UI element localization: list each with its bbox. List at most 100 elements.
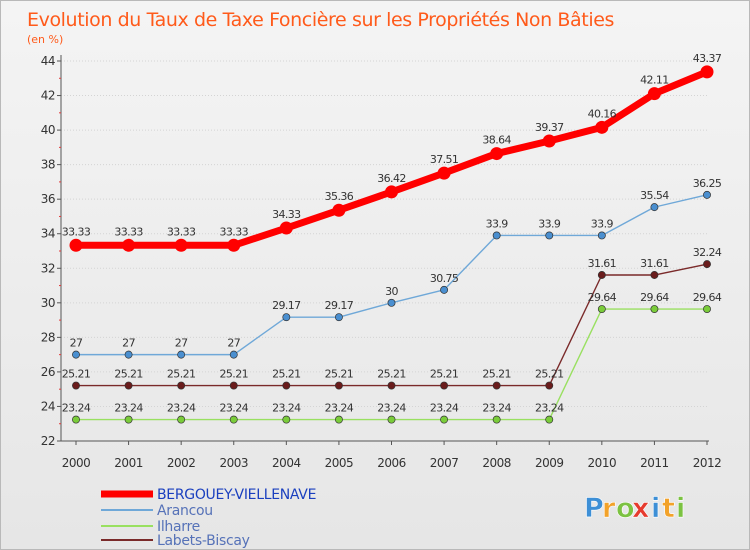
data-label: 35.54 bbox=[640, 189, 669, 202]
x-tick-label: 2001 bbox=[114, 456, 143, 470]
y-tick-label: 44 bbox=[41, 54, 55, 68]
data-label: 29.17 bbox=[272, 299, 301, 312]
data-label: 34.33 bbox=[272, 208, 301, 221]
data-point bbox=[700, 65, 714, 79]
data-point bbox=[174, 238, 188, 252]
y-ticks: 22 24 26 28 30 32 34 36 38 40 42 44 bbox=[41, 54, 61, 448]
data-label: 33.9 bbox=[538, 217, 561, 230]
data-label: 25.21 bbox=[114, 368, 143, 381]
y-tick-label: 38 bbox=[41, 158, 55, 172]
data-label: 23.24 bbox=[377, 402, 406, 415]
data-point bbox=[282, 381, 291, 390]
legend: BERGOUEY-VIELLENAVEArancouIlharreLabets-… bbox=[101, 487, 316, 549]
x-tick-label: 2009 bbox=[535, 456, 564, 470]
data-point bbox=[597, 271, 606, 279]
data-label: 33.33 bbox=[220, 225, 249, 238]
x-tick-label: 2004 bbox=[272, 456, 301, 470]
data-point bbox=[334, 381, 343, 390]
data-label: 27 bbox=[70, 337, 83, 350]
data-label: 27 bbox=[175, 337, 188, 350]
data-point bbox=[597, 305, 606, 313]
legend-label: Labets-Biscay bbox=[157, 533, 250, 549]
y-unit-label: (en %) bbox=[27, 33, 63, 46]
x-tick-label: 2012 bbox=[693, 456, 722, 470]
data-point bbox=[387, 381, 396, 390]
data-label: 31.61 bbox=[640, 257, 669, 270]
data-point bbox=[387, 415, 396, 424]
data-point bbox=[72, 381, 80, 390]
data-label: 29.64 bbox=[693, 291, 722, 304]
legend-label: Arancou bbox=[157, 503, 213, 519]
data-label: 25.21 bbox=[482, 368, 511, 381]
data-point bbox=[334, 415, 343, 424]
data-point bbox=[282, 415, 291, 424]
y-tick-label: 28 bbox=[41, 330, 55, 344]
data-point bbox=[124, 350, 133, 359]
legend-label: BERGOUEY-VIELLENAVE bbox=[157, 487, 316, 503]
data-label: 23.24 bbox=[430, 402, 459, 415]
data-point bbox=[334, 313, 343, 322]
data-point bbox=[440, 285, 449, 294]
data-label: 25.21 bbox=[167, 368, 196, 381]
y-tick-label: 32 bbox=[41, 261, 55, 275]
data-point bbox=[177, 350, 186, 359]
data-label: 39.37 bbox=[535, 121, 564, 134]
x-tick-label: 2003 bbox=[219, 456, 248, 470]
data-label: 23.24 bbox=[325, 402, 354, 415]
data-label: 30.75 bbox=[430, 272, 459, 285]
x-tick-label: 2007 bbox=[430, 456, 459, 470]
data-point bbox=[332, 203, 346, 217]
logo-letter: P bbox=[584, 493, 604, 524]
data-label: 36.25 bbox=[693, 177, 722, 190]
data-point bbox=[650, 305, 659, 313]
logo-letter: i bbox=[676, 493, 685, 524]
data-label: 29.64 bbox=[588, 291, 617, 304]
data-label: 23.24 bbox=[167, 402, 196, 415]
x-tick-label: 2011 bbox=[640, 456, 669, 470]
x-tick-label: 2002 bbox=[167, 456, 196, 470]
data-point bbox=[229, 415, 238, 424]
data-point bbox=[595, 120, 609, 134]
data-label: 23.24 bbox=[535, 402, 564, 415]
data-label: 25.21 bbox=[220, 368, 249, 381]
data-label: 29.64 bbox=[640, 291, 669, 304]
data-point bbox=[385, 185, 398, 199]
data-point bbox=[72, 350, 80, 359]
data-point bbox=[229, 350, 238, 359]
data-point bbox=[647, 87, 661, 101]
data-point bbox=[282, 313, 291, 322]
data-point bbox=[124, 415, 133, 424]
y-tick-label: 24 bbox=[41, 399, 55, 413]
x-tick-label: 2006 bbox=[377, 456, 406, 470]
data-label: 27 bbox=[122, 337, 135, 350]
x-ticks: 2000 2001 2002 2003 2004 2005 2006 2007 2008 2009… bbox=[62, 441, 722, 470]
data-point bbox=[650, 203, 659, 212]
data-label: 32.24 bbox=[693, 246, 722, 259]
data-point bbox=[492, 381, 501, 390]
y-tick-label: 40 bbox=[41, 123, 55, 137]
data-point bbox=[122, 238, 136, 252]
data-label: 23.24 bbox=[482, 402, 511, 415]
data-point bbox=[492, 231, 501, 240]
data-point bbox=[650, 271, 659, 279]
data-label: 37.51 bbox=[430, 153, 459, 166]
data-point bbox=[177, 381, 186, 390]
data-point bbox=[492, 415, 501, 424]
logo-letter: o bbox=[616, 493, 635, 524]
data-point bbox=[229, 381, 238, 390]
data-point bbox=[490, 147, 504, 161]
legend-label: Ilharre bbox=[157, 519, 200, 535]
data-label: 40.16 bbox=[588, 107, 617, 120]
data-point bbox=[440, 381, 449, 390]
data-label: 25.21 bbox=[62, 368, 91, 381]
y-tick-label: 36 bbox=[41, 192, 55, 206]
data-point bbox=[545, 381, 554, 390]
data-point bbox=[703, 305, 711, 313]
data-label: 43.37 bbox=[693, 52, 722, 65]
data-label: 25.21 bbox=[272, 368, 301, 381]
proxiti-logo: Pr ox i t i bbox=[584, 493, 686, 525]
data-label: 38.64 bbox=[482, 134, 511, 147]
series-layer bbox=[69, 65, 714, 424]
logo-letter: r bbox=[602, 493, 616, 524]
